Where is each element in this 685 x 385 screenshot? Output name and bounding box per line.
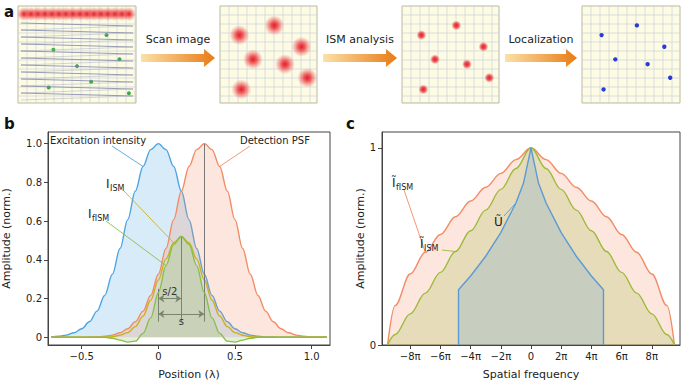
svg-text:0: 0 xyxy=(528,351,534,362)
svg-text:s: s xyxy=(179,316,184,327)
svg-text:−2π: −2π xyxy=(490,351,511,362)
svg-text:a: a xyxy=(4,3,14,21)
svg-text:Localization: Localization xyxy=(508,33,573,46)
svg-text:Ĩ: Ĩ xyxy=(420,237,424,251)
svg-text:0.2: 0.2 xyxy=(26,293,42,304)
svg-text:s/2: s/2 xyxy=(162,286,177,297)
svg-text:0: 0 xyxy=(36,332,42,343)
svg-text:Amplitude (norm.): Amplitude (norm.) xyxy=(354,188,367,289)
svg-text:Ĩ: Ĩ xyxy=(392,176,396,190)
svg-text:2π: 2π xyxy=(555,351,567,362)
svg-text:fISM: fISM xyxy=(92,214,109,223)
svg-text:0: 0 xyxy=(370,340,376,351)
svg-text:0: 0 xyxy=(155,351,161,362)
svg-text:−8π: −8π xyxy=(400,351,421,362)
svg-text:1.0: 1.0 xyxy=(26,138,42,149)
svg-text:8π: 8π xyxy=(646,351,658,362)
svg-text:0.4: 0.4 xyxy=(26,254,42,265)
svg-text:0.6: 0.6 xyxy=(26,216,42,227)
svg-text:0.8: 0.8 xyxy=(26,177,42,188)
svg-text:0.5: 0.5 xyxy=(227,351,243,362)
svg-text:Ũ: Ũ xyxy=(494,214,503,229)
svg-text:Position (λ): Position (λ) xyxy=(158,368,219,381)
svg-text:Detection PSF: Detection PSF xyxy=(240,135,310,146)
svg-text:b: b xyxy=(4,115,15,133)
svg-text:ISM: ISM xyxy=(110,184,124,193)
svg-text:1: 1 xyxy=(370,142,376,153)
svg-text:Spatial frequency: Spatial frequency xyxy=(483,368,580,381)
svg-text:1.0: 1.0 xyxy=(304,351,320,362)
svg-text:Scan image: Scan image xyxy=(146,33,211,46)
svg-text:I: I xyxy=(106,177,110,191)
svg-text:−6π: −6π xyxy=(430,351,451,362)
svg-text:−0.5: −0.5 xyxy=(70,351,94,362)
svg-text:4π: 4π xyxy=(585,351,597,362)
svg-text:ISM analysis: ISM analysis xyxy=(326,33,394,46)
svg-text:I: I xyxy=(88,207,92,221)
svg-text:c: c xyxy=(346,115,355,133)
svg-text:Excitation intensity: Excitation intensity xyxy=(50,135,146,146)
svg-text:−4π: −4π xyxy=(460,351,481,362)
svg-text:Amplitude (norm.): Amplitude (norm.) xyxy=(0,188,13,289)
svg-text:fISM: fISM xyxy=(396,183,413,192)
svg-text:ISM: ISM xyxy=(424,244,438,253)
svg-text:6π: 6π xyxy=(615,351,627,362)
